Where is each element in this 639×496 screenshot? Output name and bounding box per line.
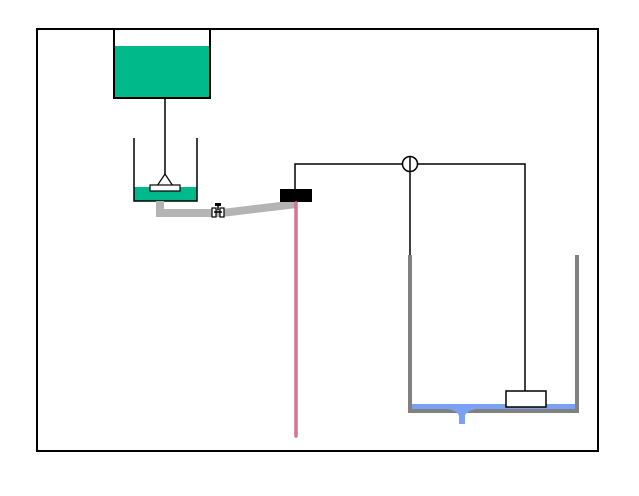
water-layer xyxy=(410,404,577,409)
black-junction-block xyxy=(280,189,312,202)
reservoir-walls xyxy=(113,29,211,99)
top-reservoir xyxy=(113,29,211,99)
chamber-walls xyxy=(133,138,198,202)
valve-cone-icon xyxy=(155,172,175,187)
float-valve xyxy=(149,172,181,192)
drain-outlet xyxy=(448,409,476,424)
float-block xyxy=(505,390,547,408)
outer-frame xyxy=(36,28,599,452)
connecting-pipe xyxy=(156,200,297,217)
right-tank xyxy=(408,255,579,424)
valve-plate xyxy=(149,184,181,192)
pipe-valve-icon xyxy=(211,203,225,218)
tank-walls xyxy=(408,255,579,413)
reservoir-liquid xyxy=(114,46,210,98)
pulley-wheel-icon xyxy=(401,155,419,173)
